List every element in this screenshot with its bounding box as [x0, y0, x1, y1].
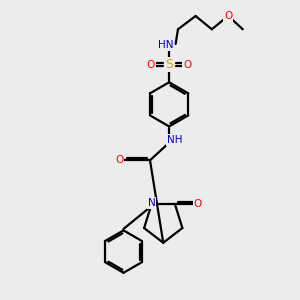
Text: N: N — [148, 198, 155, 208]
Text: O: O — [194, 200, 202, 209]
Text: O: O — [224, 11, 232, 21]
Text: HN: HN — [158, 40, 173, 50]
Text: O: O — [183, 60, 191, 70]
Text: O: O — [115, 155, 123, 165]
Text: NH: NH — [167, 135, 182, 145]
Text: S: S — [165, 58, 173, 71]
Text: O: O — [147, 60, 155, 70]
